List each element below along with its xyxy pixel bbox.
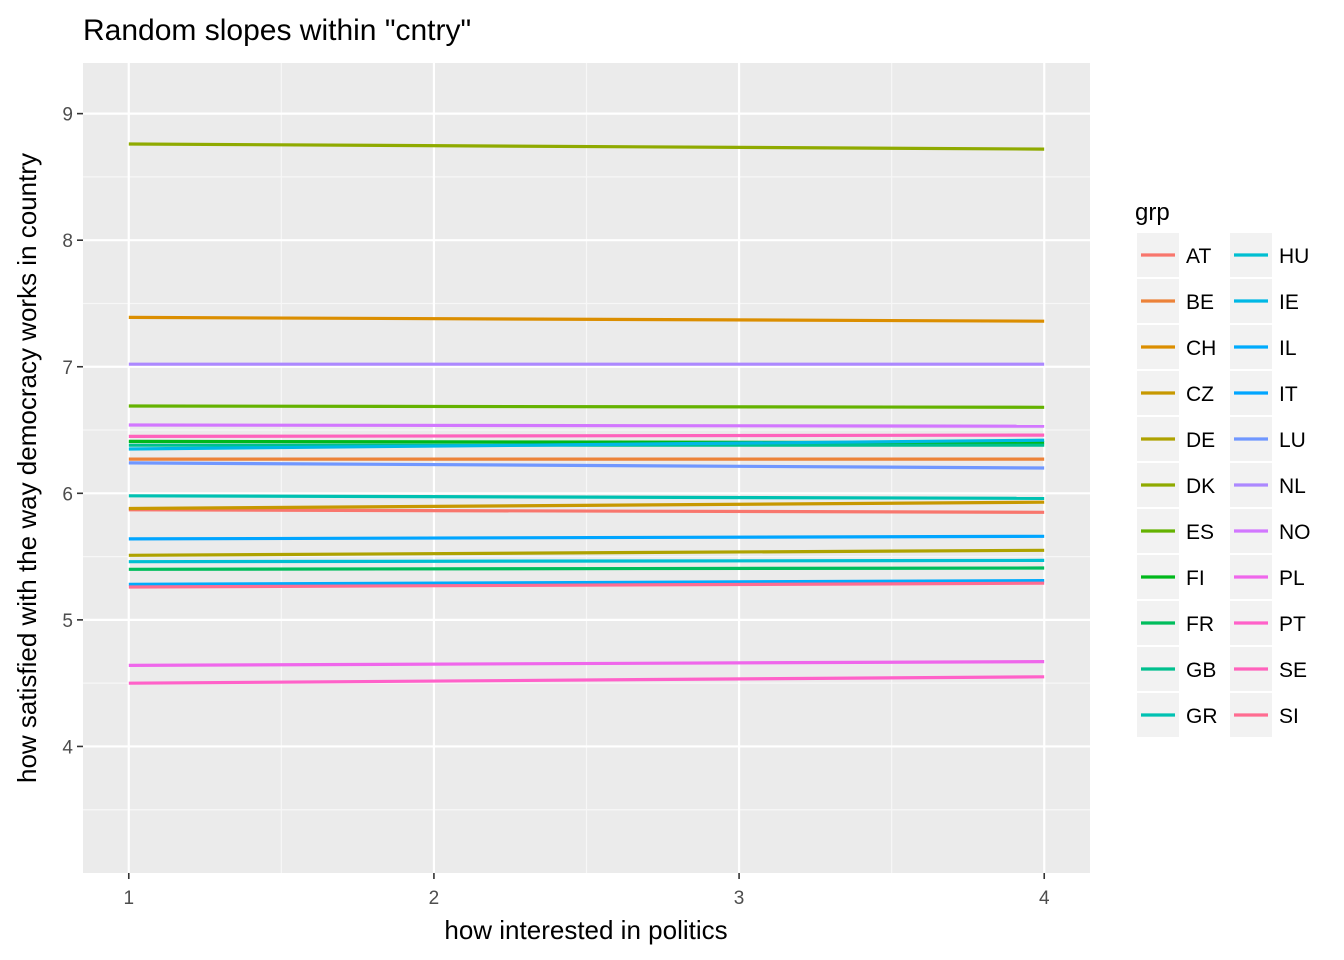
legend-label: LU [1279, 429, 1306, 452]
legend-item-dk: DK [1137, 463, 1215, 507]
series-line-at [128, 508, 1045, 514]
x-tick-label: 4 [1039, 888, 1050, 909]
legend-label: CZ [1186, 383, 1214, 406]
series-line-pl [128, 659, 1045, 668]
y-axis: 4 5 6 7 8 9 [62, 105, 83, 758]
legend: grp AT BE CH CZ DE DK ES FI FR GB GR HU IE IL IT LU NL NO… [1135, 199, 1311, 737]
legend-item-se: SE [1230, 647, 1307, 691]
x-tick-label: 1 [123, 888, 134, 909]
legend-item-ch: CH [1137, 325, 1216, 369]
legend-label: IE [1279, 291, 1299, 314]
y-tick-label: 6 [62, 484, 73, 505]
series-line-hu [128, 558, 1045, 564]
series-line-il [128, 578, 1045, 587]
chart-title: Random slopes within "cntry" [83, 14, 471, 47]
x-tick-label: 2 [429, 888, 440, 909]
legend-label: DE [1186, 429, 1215, 452]
legend-item-lu: LU [1230, 417, 1306, 461]
legend-item-de: DE [1137, 417, 1215, 461]
legend-item-il: IL [1230, 325, 1297, 369]
legend-item-pt: PT [1230, 601, 1306, 645]
series-lines [128, 142, 1045, 685]
legend-item-si: SI [1230, 693, 1299, 737]
legend-label: FI [1186, 567, 1205, 590]
legend-item-no: NO [1230, 509, 1311, 553]
series-line-pt [128, 675, 1045, 685]
legend-item-fi: FI [1137, 555, 1205, 599]
y-tick-label: 5 [62, 611, 73, 632]
legend-label: ES [1186, 521, 1214, 544]
legend-item-at: AT [1137, 233, 1211, 277]
legend-label: FR [1186, 613, 1214, 636]
legend-item-nl: NL [1230, 463, 1306, 507]
y-tick-label: 9 [62, 105, 73, 126]
series-line-cz [128, 500, 1045, 511]
series-line-ch [128, 315, 1045, 323]
legend-label: GB [1186, 659, 1216, 682]
y-tick-label: 7 [62, 358, 73, 379]
series-line-it [128, 534, 1045, 541]
legend-label: SI [1279, 705, 1299, 728]
legend-label: BE [1186, 291, 1214, 314]
legend-item-it: IT [1230, 371, 1298, 415]
legend-label: PL [1279, 567, 1305, 590]
legend-title: grp [1135, 199, 1170, 226]
legend-item-ie: IE [1230, 279, 1299, 323]
legend-label: HU [1279, 245, 1309, 268]
x-axis: 1 2 3 4 [123, 873, 1050, 909]
y-tick-label: 4 [62, 737, 73, 758]
legend-label: GR [1186, 705, 1218, 728]
legend-label: SE [1279, 659, 1307, 682]
legend-item-es: ES [1137, 509, 1214, 553]
series-line-gr [128, 494, 1045, 500]
legend-item-gb: GB [1137, 647, 1216, 691]
series-line-de [128, 548, 1045, 557]
legend-item-gr: GR [1137, 693, 1218, 737]
legend-item-cz: CZ [1137, 371, 1214, 415]
legend-label: IT [1279, 383, 1298, 406]
legend-items: AT BE CH CZ DE DK ES FI FR GB GR HU IE IL IT LU NL NO PL PT… [1137, 233, 1311, 737]
grid-major [83, 63, 1090, 873]
legend-label: IL [1279, 337, 1297, 360]
legend-item-fr: FR [1137, 601, 1214, 645]
y-axis-title: how satisfied with the way democracy wor… [12, 153, 42, 783]
legend-label: CH [1186, 337, 1216, 360]
series-line-se [128, 433, 1045, 438]
series-line-fr [128, 566, 1045, 571]
legend-label: PT [1279, 613, 1306, 636]
legend-label: DK [1186, 475, 1215, 498]
legend-label: AT [1186, 245, 1211, 268]
legend-label: NO [1279, 521, 1311, 544]
legend-label: NL [1279, 475, 1306, 498]
series-line-si [128, 581, 1045, 589]
x-tick-label: 3 [734, 888, 745, 909]
legend-item-be: BE [1137, 279, 1214, 323]
series-line-ie [128, 438, 1045, 451]
series-line-dk [128, 142, 1045, 151]
series-line-es [128, 404, 1045, 409]
x-axis-title: how interested in politics [444, 915, 727, 945]
series-line-no [128, 423, 1045, 428]
y-tick-label: 8 [62, 231, 73, 252]
series-line-lu [128, 461, 1045, 470]
legend-item-hu: HU [1230, 233, 1309, 277]
legend-item-pl: PL [1230, 555, 1305, 599]
